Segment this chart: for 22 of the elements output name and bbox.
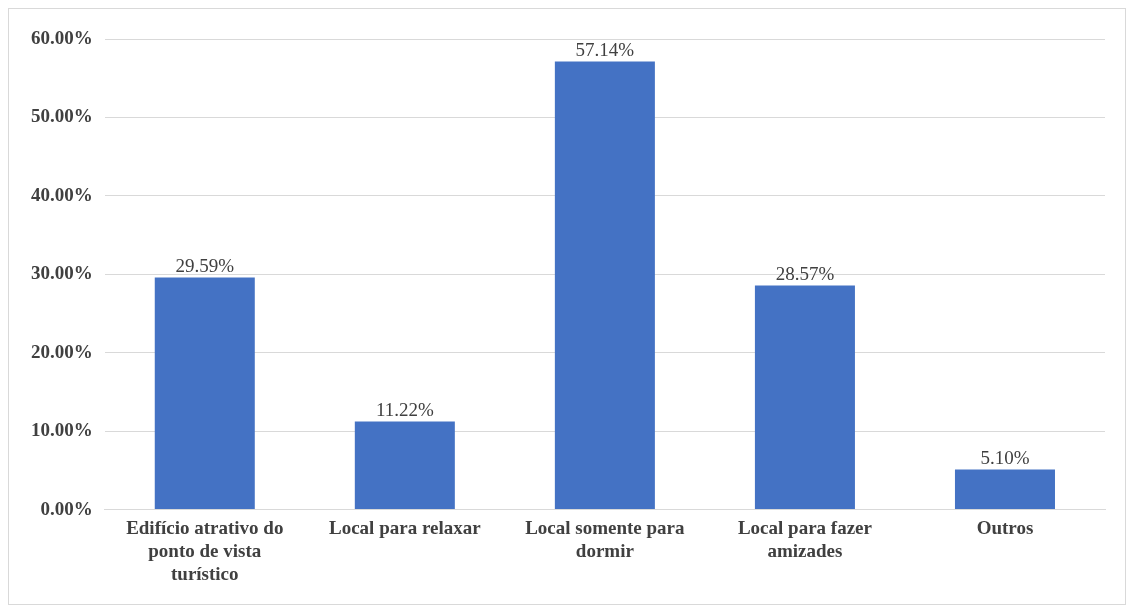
y-tick-label: 60.00%: [31, 26, 93, 48]
data-label: 5.10%: [980, 447, 1030, 469]
bar: [954, 469, 1055, 510]
x-tick-label: Local somente para dormir: [525, 516, 686, 561]
y-tick-label: 30.00%: [31, 262, 93, 284]
data-label: 57.14%: [575, 38, 635, 60]
y-tick-label: 40.00%: [31, 183, 93, 205]
x-tick-label: Local para relaxar: [329, 516, 482, 538]
y-tick-label: 20.00%: [31, 340, 93, 362]
bar: [754, 285, 855, 510]
data-label: 28.57%: [775, 263, 835, 284]
y-tick-label: 50.00%: [31, 105, 93, 127]
y-tick-label: 10.00%: [31, 419, 93, 441]
bar: [154, 277, 255, 510]
bar: [554, 61, 655, 510]
x-tick-label: Local para fazer amizades: [737, 516, 873, 561]
y-tick-label: 0.00%: [40, 497, 93, 519]
data-label: 29.59%: [175, 255, 235, 276]
x-tick-label: Edifício atrativo do ponto de vista turístico: [126, 516, 284, 584]
x-tick-label: Outros: [976, 516, 1034, 538]
data-label: 11.22%: [375, 399, 434, 421]
bar: [354, 421, 455, 510]
